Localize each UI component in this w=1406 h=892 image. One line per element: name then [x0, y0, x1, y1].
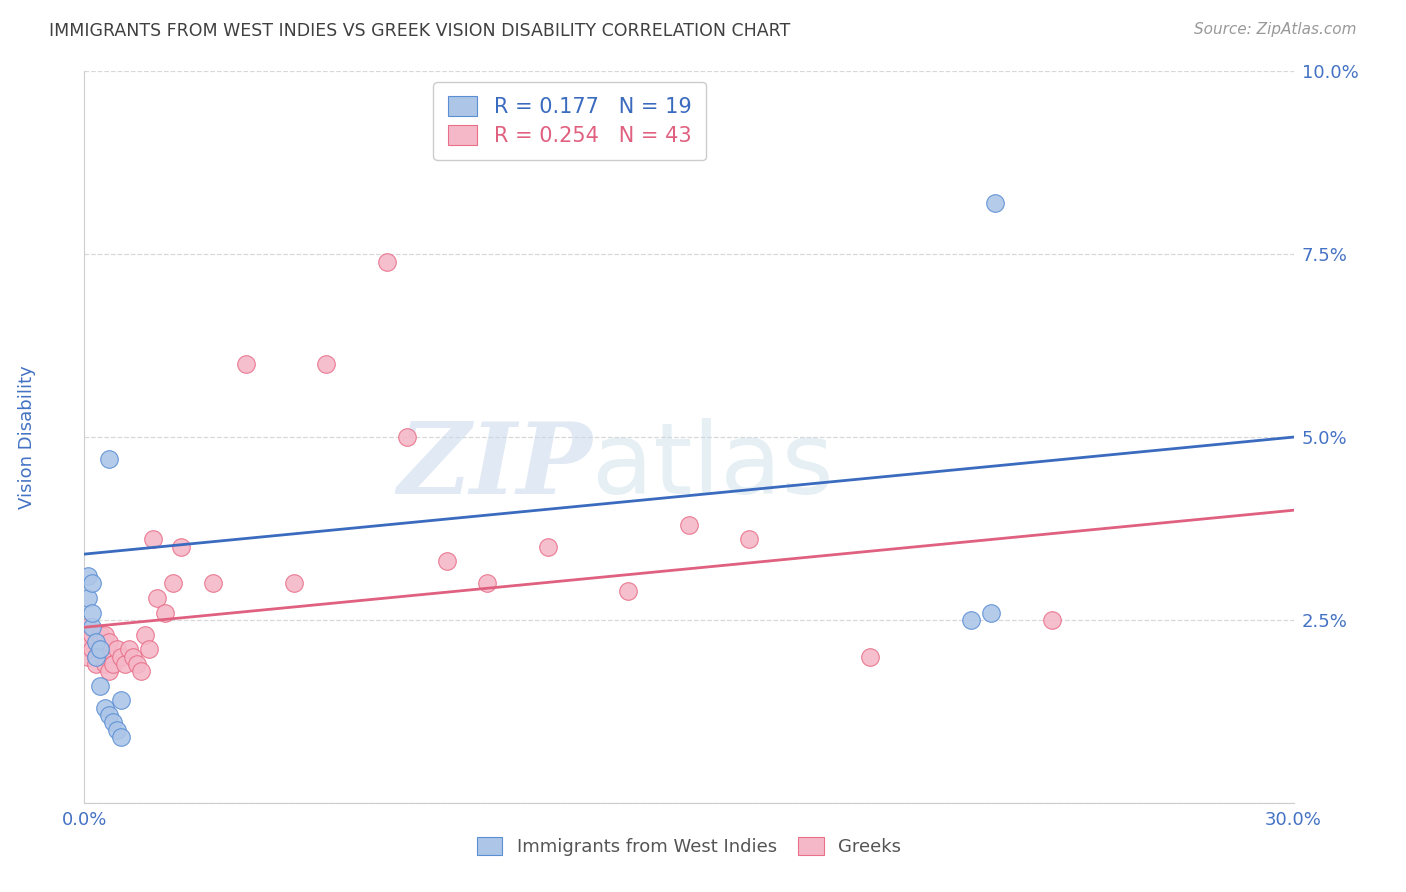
Point — [101, 715, 124, 730]
Point — [114, 657, 136, 671]
Point — [110, 693, 132, 707]
Legend: Immigrants from West Indies, Greeks: Immigrants from West Indies, Greeks — [465, 827, 912, 867]
Point — [477, 576, 499, 591]
Point — [283, 576, 305, 591]
Point — [93, 627, 115, 641]
Point — [162, 576, 184, 591]
Point — [97, 635, 120, 649]
Point — [315, 357, 337, 371]
Text: Source: ZipAtlas.com: Source: ZipAtlas.com — [1194, 22, 1357, 37]
Point — [105, 642, 128, 657]
Point — [859, 649, 882, 664]
Point — [118, 642, 141, 657]
Text: atlas: atlas — [592, 417, 834, 515]
Point — [980, 606, 1002, 620]
Point — [82, 620, 104, 634]
Point — [86, 635, 108, 649]
Point — [110, 649, 132, 664]
Point — [738, 533, 761, 547]
Point — [537, 540, 560, 554]
Point — [77, 635, 100, 649]
Point — [93, 700, 115, 714]
Point — [395, 430, 418, 444]
Point — [77, 569, 100, 583]
Point — [89, 642, 111, 657]
Point — [960, 613, 983, 627]
Point — [129, 664, 152, 678]
Point — [89, 642, 111, 657]
Y-axis label: Vision Disability: Vision Disability — [18, 365, 35, 509]
Point — [142, 533, 165, 547]
Point — [82, 606, 104, 620]
Point — [138, 642, 160, 657]
Point — [153, 606, 176, 620]
Point — [97, 452, 120, 467]
Point — [1040, 613, 1063, 627]
Point — [375, 254, 398, 268]
Point — [105, 723, 128, 737]
Point — [93, 657, 115, 671]
Point — [82, 576, 104, 591]
Point — [678, 517, 700, 532]
Point — [82, 627, 104, 641]
Point — [86, 657, 108, 671]
Point — [984, 196, 1007, 211]
Point — [89, 627, 111, 641]
Point — [146, 591, 169, 605]
Point — [86, 649, 108, 664]
Point — [101, 657, 124, 671]
Point — [89, 679, 111, 693]
Point — [170, 540, 193, 554]
Point — [82, 642, 104, 657]
Point — [121, 649, 143, 664]
Point — [125, 657, 148, 671]
Text: IMMIGRANTS FROM WEST INDIES VS GREEK VISION DISABILITY CORRELATION CHART: IMMIGRANTS FROM WEST INDIES VS GREEK VIS… — [49, 22, 790, 40]
Point — [93, 642, 115, 657]
Point — [436, 554, 458, 568]
Text: ZIP: ZIP — [398, 418, 592, 515]
Point — [97, 708, 120, 723]
Point — [77, 591, 100, 605]
Point — [235, 357, 257, 371]
Point — [77, 649, 100, 664]
Point — [202, 576, 225, 591]
Point — [110, 730, 132, 744]
Point — [134, 627, 156, 641]
Point — [97, 664, 120, 678]
Point — [617, 583, 640, 598]
Point — [86, 649, 108, 664]
Point — [77, 620, 100, 634]
